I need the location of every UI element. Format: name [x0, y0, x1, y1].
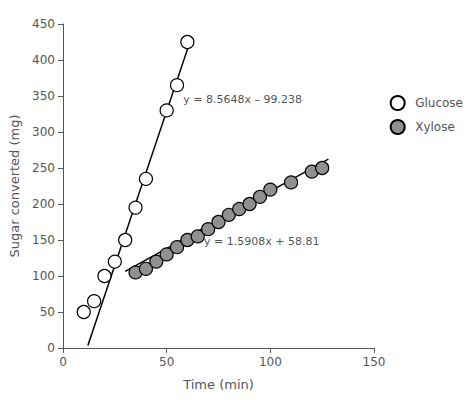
- svg-text:50: 50: [40, 305, 55, 319]
- svg-text:450: 450: [32, 17, 55, 31]
- svg-text:400: 400: [32, 53, 55, 67]
- svg-text:Xylose: Xylose: [415, 120, 455, 134]
- svg-text:Sugar converted (mg): Sugar converted (mg): [7, 114, 22, 257]
- svg-text:100: 100: [259, 355, 282, 369]
- svg-text:350: 350: [32, 89, 55, 103]
- svg-text:250: 250: [32, 161, 55, 175]
- svg-text:150: 150: [32, 233, 55, 247]
- svg-text:150: 150: [363, 355, 386, 369]
- svg-text:y = 8.5648x – 99.238: y = 8.5648x – 99.238: [183, 93, 302, 106]
- svg-text:200: 200: [32, 197, 55, 211]
- svg-text:50: 50: [159, 355, 174, 369]
- svg-text:Time (min): Time (min): [182, 377, 254, 392]
- svg-text:300: 300: [32, 125, 55, 139]
- svg-text:100: 100: [32, 269, 55, 283]
- svg-text:0: 0: [47, 341, 55, 355]
- svg-text:y = 1.5908x + 58.81: y = 1.5908x + 58.81: [204, 235, 319, 248]
- svg-text:Glucose: Glucose: [415, 96, 463, 110]
- svg-text:0: 0: [59, 355, 67, 369]
